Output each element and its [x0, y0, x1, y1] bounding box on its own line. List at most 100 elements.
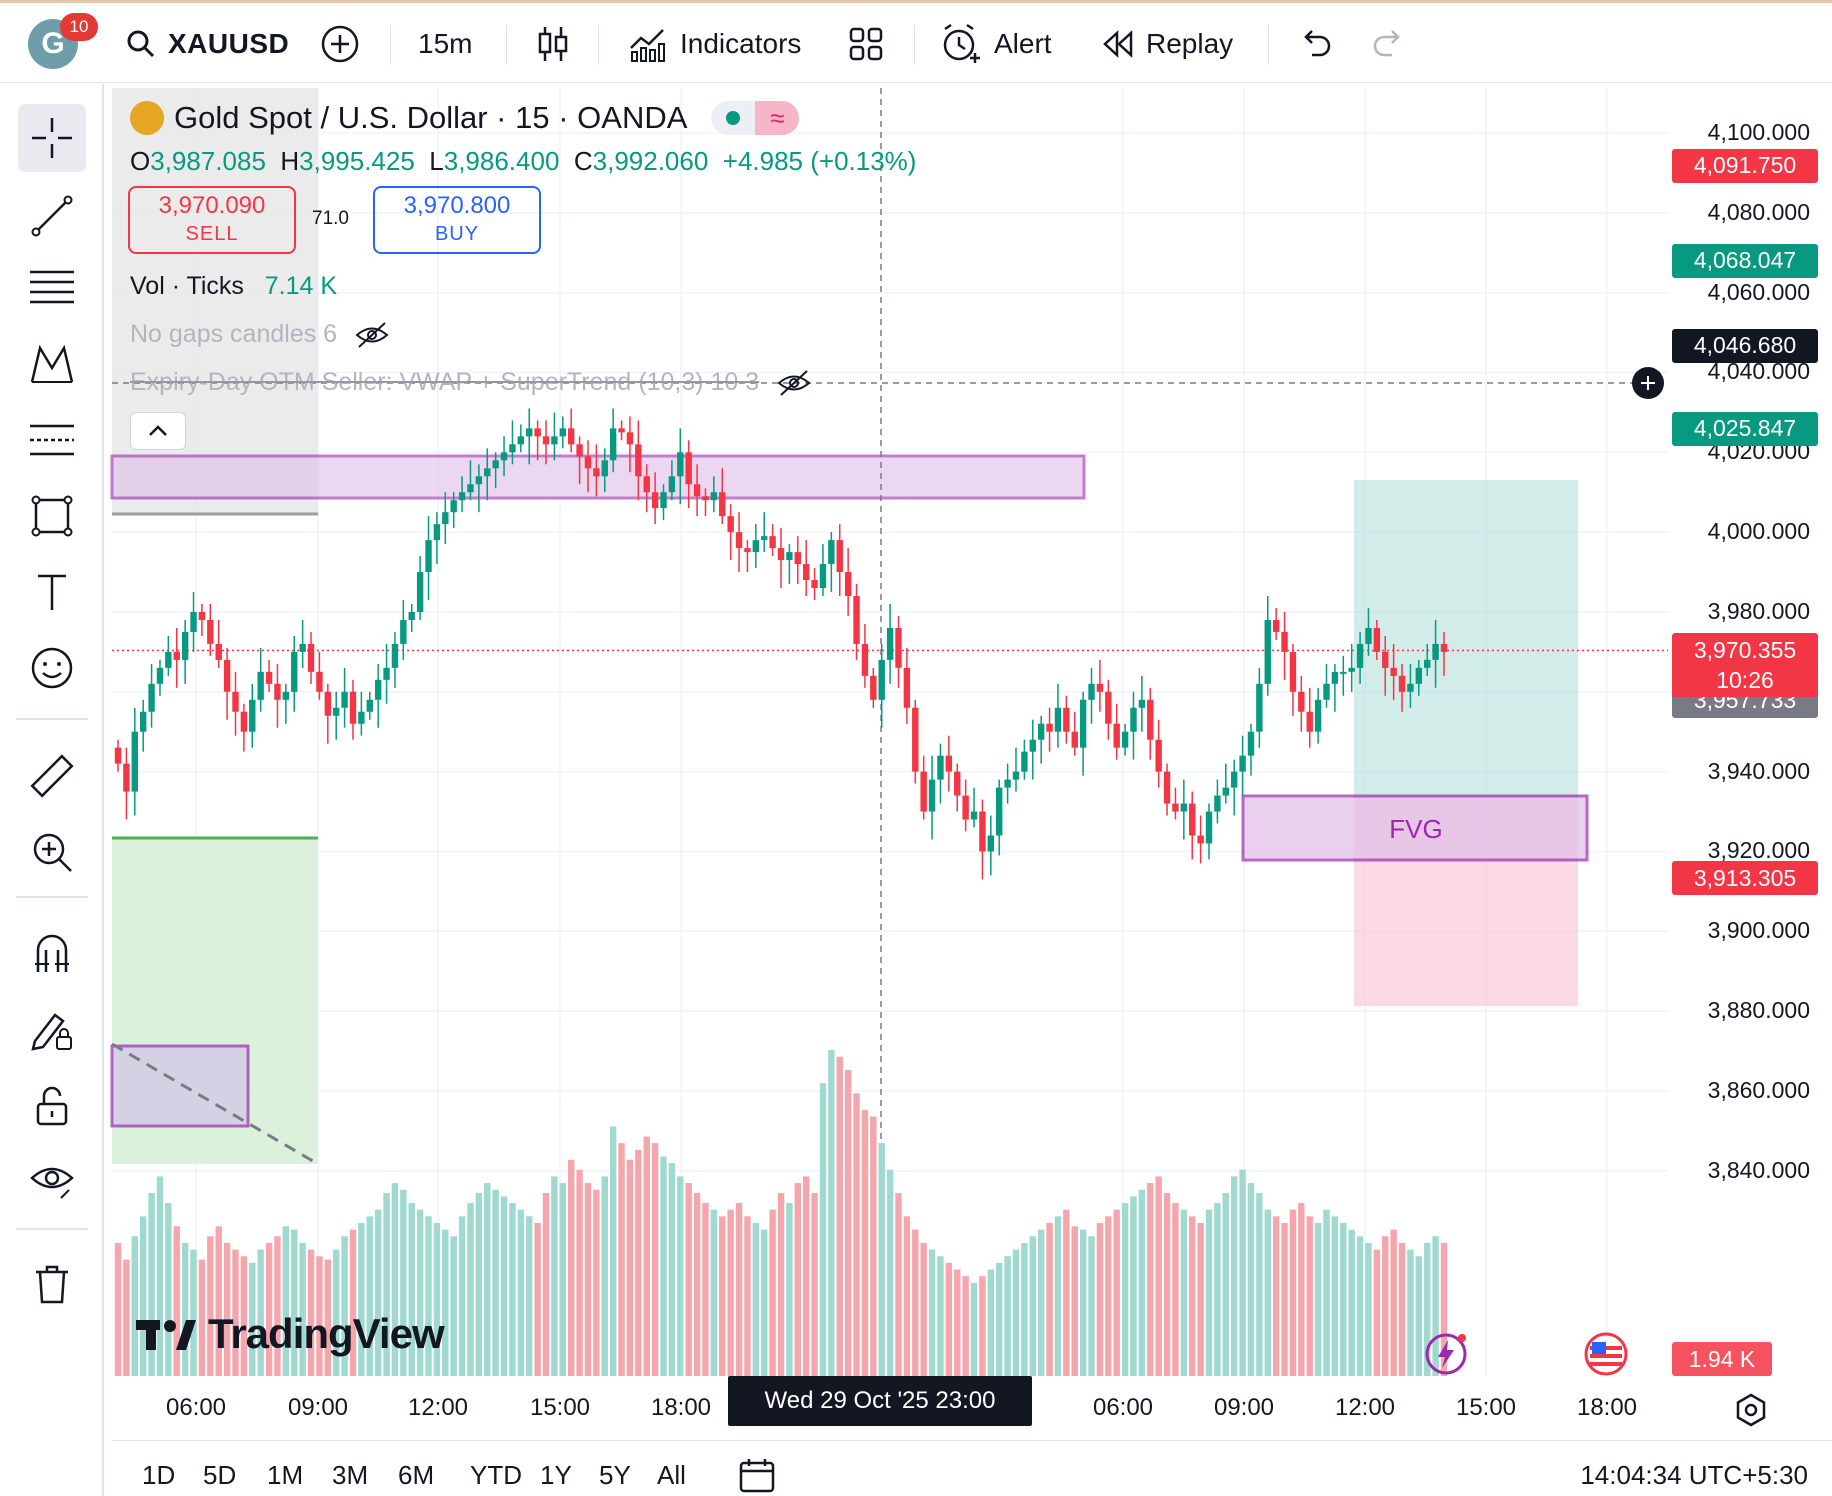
- candle-body: [198, 611, 206, 620]
- xabcd-pattern-icon: [30, 344, 74, 383]
- volume-bar: [693, 1193, 701, 1376]
- range-button-1m[interactable]: 1M: [267, 1460, 304, 1490]
- range-button-5y[interactable]: 5Y: [599, 1460, 631, 1490]
- candle-body: [685, 452, 692, 485]
- volume-bar: [660, 1156, 667, 1376]
- indicator-legend-vwap[interactable]: Expiry-Day OTM Seller: VWAP + SuperTrend…: [130, 368, 811, 397]
- candle-body: [484, 468, 491, 477]
- volume-bar: [1272, 1216, 1280, 1376]
- alert-button[interactable]: Alert: [940, 21, 1052, 67]
- range-button-5d[interactable]: 5D: [203, 1460, 237, 1490]
- redo-button[interactable]: [1372, 21, 1406, 67]
- us-flag-icon[interactable]: [1584, 1332, 1628, 1376]
- market-status-pill[interactable]: ≈: [711, 101, 800, 135]
- candle-body: [777, 548, 785, 561]
- text-tool[interactable]: [18, 558, 86, 626]
- indicators-button[interactable]: Indicators: [628, 21, 801, 67]
- crosshair-tool[interactable]: [18, 104, 86, 172]
- candle-body: [912, 707, 919, 772]
- symbol-description: Gold Spot / U.S. Dollar · 15 · OANDA: [174, 100, 688, 135]
- candle-body: [1306, 711, 1313, 732]
- lock-drawing-tool[interactable]: [18, 996, 86, 1064]
- emoji-tool[interactable]: [18, 634, 86, 702]
- zoom-in-icon: [33, 833, 72, 872]
- candle-body: [1272, 619, 1280, 632]
- price-scale-label: 4,080.000: [1707, 198, 1810, 225]
- time-axis-label: 06:00: [1092, 1394, 1154, 1421]
- candle-body: [584, 456, 592, 469]
- volume-indicator-legend[interactable]: Vol · Ticks 7.14 K: [130, 272, 337, 301]
- settings-icon[interactable]: [1733, 1392, 1769, 1428]
- collapse-legend-button[interactable]: [130, 412, 186, 450]
- forecast-tool[interactable]: [18, 406, 86, 474]
- symbol-search-button[interactable]: XAUUSD: [126, 21, 289, 67]
- pencil-lock-icon: [31, 1013, 72, 1051]
- compare-button[interactable]: [320, 21, 360, 67]
- candle-body: [173, 651, 180, 660]
- candle-body: [1340, 671, 1347, 674]
- candle-body: [1180, 803, 1188, 812]
- volume-bar: [1298, 1203, 1305, 1376]
- price-scale-label: 3,920.000: [1707, 837, 1810, 864]
- lightning-icon[interactable]: [1424, 1332, 1468, 1376]
- volume-bar: [802, 1176, 810, 1376]
- zoom-tool[interactable]: [18, 818, 86, 886]
- shapes-tool[interactable]: [18, 482, 86, 550]
- layouts-button[interactable]: [848, 21, 884, 67]
- fib-tool[interactable]: [18, 254, 86, 322]
- chart-type-button[interactable]: [536, 21, 570, 67]
- volume-bar: [1130, 1196, 1137, 1376]
- volume-bar: [635, 1149, 642, 1376]
- measure-tool[interactable]: [18, 742, 86, 810]
- candle-body: [1281, 631, 1288, 652]
- range-button-1d[interactable]: 1D: [142, 1460, 176, 1490]
- candle-body: [895, 627, 902, 668]
- candle-body: [1373, 627, 1381, 652]
- undo-button[interactable]: [1298, 21, 1332, 67]
- buy-button[interactable]: 3,970.800 BUY: [373, 186, 541, 254]
- supply-zone: [110, 454, 1086, 500]
- range-button-3m[interactable]: 3M: [332, 1460, 369, 1490]
- toolbar-divider: [390, 25, 391, 65]
- candle-body: [257, 671, 264, 700]
- candle-body: [291, 651, 298, 692]
- calendar-icon[interactable]: [738, 1456, 776, 1494]
- indicator-legend-gaps[interactable]: No gaps candles 6: [130, 320, 389, 349]
- volume-tag: 1.94 K: [1672, 1342, 1772, 1376]
- candle-body: [1331, 671, 1339, 684]
- volume-bar: [853, 1093, 860, 1376]
- candle-body: [374, 679, 382, 700]
- trend-line-tool[interactable]: [18, 182, 86, 250]
- position-target-zone: [1354, 480, 1578, 798]
- range-button-1y[interactable]: 1Y: [540, 1460, 572, 1490]
- candle-body: [987, 835, 995, 852]
- replay-button[interactable]: Replay: [1102, 21, 1233, 67]
- magnet-icon: [35, 934, 69, 972]
- hide-drawings-tool[interactable]: [18, 1146, 86, 1214]
- magnet-tool[interactable]: [18, 920, 86, 988]
- volume-bar: [1348, 1229, 1355, 1376]
- eye-hidden-icon[interactable]: [777, 369, 811, 397]
- clock-timezone[interactable]: 14:04:34 UTC+5:30: [1580, 1460, 1808, 1490]
- volume-bar: [1088, 1236, 1095, 1376]
- sell-button[interactable]: 3,970.090 SELL: [128, 186, 296, 254]
- candle-body: [333, 707, 340, 716]
- time-axis-label: 15:00: [1455, 1394, 1517, 1421]
- range-button-all[interactable]: All: [657, 1460, 686, 1490]
- eye-hidden-icon[interactable]: [355, 321, 389, 349]
- volume-bar: [719, 1216, 726, 1376]
- price-scale-label: 4,000.000: [1707, 518, 1810, 545]
- candle-body: [1348, 667, 1355, 672]
- range-button-ytd[interactable]: YTD: [470, 1460, 522, 1490]
- pattern-tool[interactable]: [18, 330, 86, 398]
- eye-icon: [30, 1167, 74, 1199]
- chart-legend-title[interactable]: Gold Spot / U.S. Dollar · 15 · OANDA ≈: [130, 100, 800, 136]
- volume-bar: [567, 1159, 575, 1376]
- lock-all-tool[interactable]: [18, 1072, 86, 1140]
- interval-button[interactable]: 15m: [418, 21, 472, 67]
- range-button-6m[interactable]: 6M: [398, 1460, 435, 1490]
- remove-drawings-tool[interactable]: [18, 1250, 86, 1318]
- candle-body: [1054, 707, 1062, 732]
- candle-body: [1130, 707, 1137, 732]
- volume-bar: [677, 1176, 684, 1376]
